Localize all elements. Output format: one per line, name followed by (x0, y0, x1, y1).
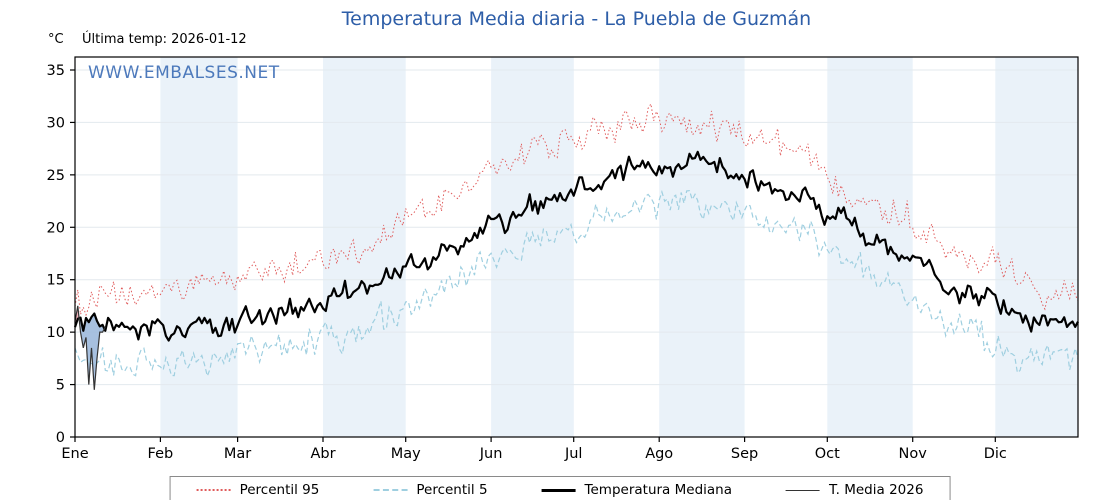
legend-item-percentil-5: Percentil 5 (373, 482, 488, 498)
y-axis-unit-label: °C (48, 32, 64, 47)
percentil-5-line-sample (373, 489, 408, 491)
svg-text:30: 30 (47, 115, 65, 131)
svg-text:Oct: Oct (815, 446, 840, 462)
svg-text:Jul: Jul (564, 446, 583, 462)
svg-text:35: 35 (47, 63, 65, 79)
svg-text:Sep: Sep (731, 446, 758, 462)
svg-text:Abr: Abr (310, 446, 335, 462)
svg-text:25: 25 (47, 168, 65, 184)
svg-text:Ene: Ene (61, 446, 88, 462)
t-media-2026-line-sample (786, 489, 820, 491)
svg-text:May: May (391, 446, 421, 462)
legend-label-mediana: Temperatura Mediana (584, 482, 732, 498)
svg-text:Mar: Mar (224, 446, 251, 462)
watermark: WWW.EMBALSES.NET (88, 63, 280, 83)
svg-text:10: 10 (47, 325, 65, 341)
svg-text:Jun: Jun (479, 446, 503, 462)
svg-text:Nov: Nov (899, 446, 928, 462)
legend: Percentil 95 Percentil 5 Temperatura Med… (169, 476, 951, 500)
svg-text:Dic: Dic (984, 446, 1007, 462)
svg-text:5: 5 (56, 378, 65, 394)
temperatura-mediana-line-sample (541, 488, 576, 492)
legend-item-percentil-95: Percentil 95 (196, 482, 320, 498)
svg-text:Ago: Ago (645, 446, 673, 462)
legend-item-mediana: Temperatura Mediana (541, 482, 732, 498)
legend-item-t-media-2026: T. Media 2026 (786, 482, 923, 498)
chart-title: Temperatura Media diaria - La Puebla de … (341, 8, 812, 30)
legend-label-percentil-95: Percentil 95 (239, 482, 320, 498)
svg-text:Feb: Feb (148, 446, 174, 462)
svg-text:20: 20 (47, 220, 65, 236)
legend-label-percentil-5: Percentil 5 (416, 482, 488, 498)
legend-label-t-media-2026: T. Media 2026 (829, 482, 924, 498)
percentil-95-line-sample (196, 489, 231, 491)
svg-text:0: 0 (56, 430, 65, 446)
last-temp-label: Última temp: 2026-01-12 (82, 32, 247, 47)
svg-text:15: 15 (47, 273, 65, 289)
